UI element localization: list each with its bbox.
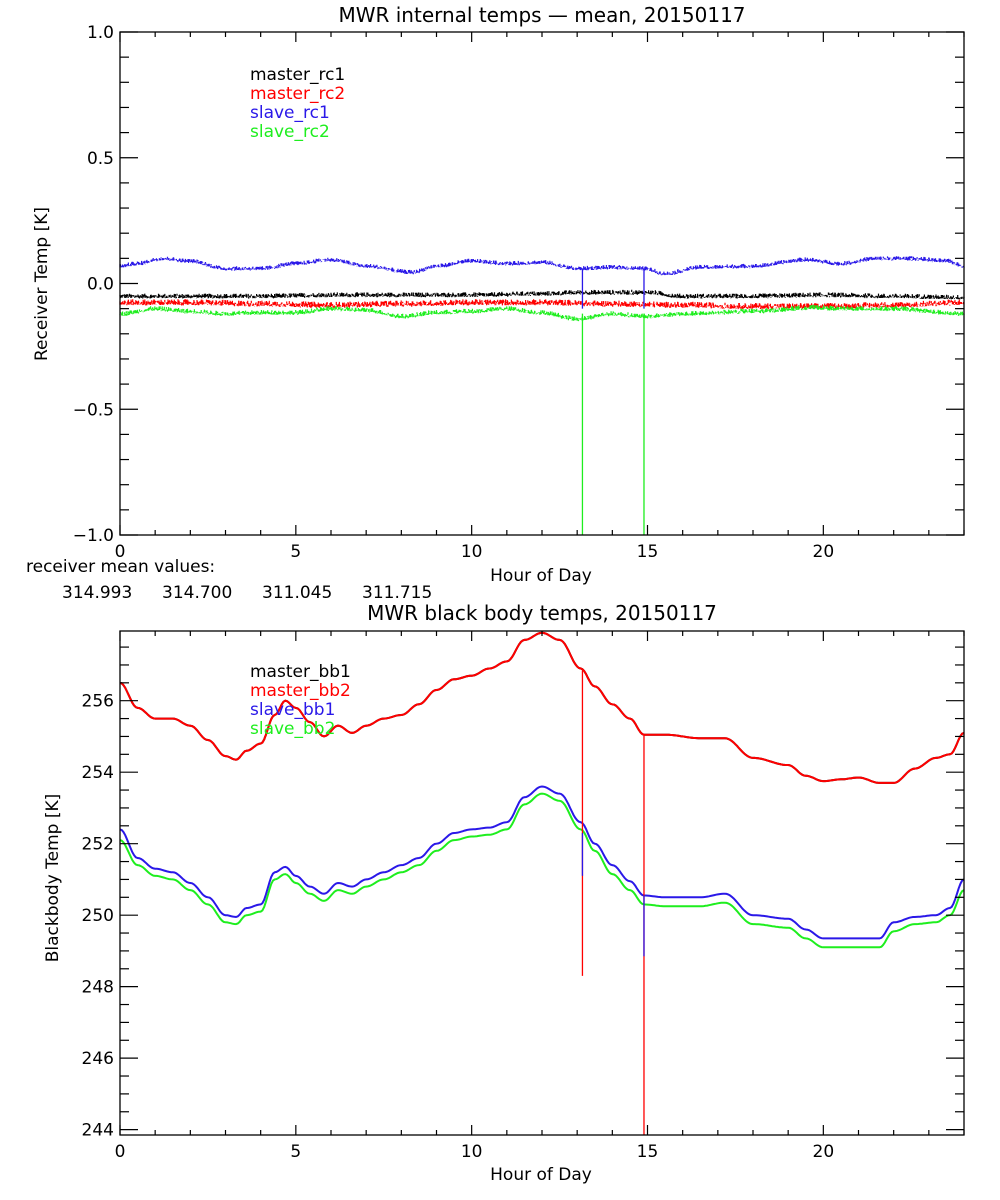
- y-tick-label: −1.0: [73, 526, 114, 546]
- spike-lines: [581, 670, 645, 1135]
- y-tick-label: 0.0: [87, 275, 114, 295]
- x-tick-label: 10: [461, 542, 483, 562]
- x-tick-label: 5: [290, 1142, 301, 1162]
- receiver-mean-label: receiver mean values:: [26, 557, 215, 577]
- x-tick-label: 20: [813, 1142, 835, 1162]
- y-tick-label: 252: [82, 835, 114, 855]
- spike-lines: [581, 268, 645, 535]
- y-tick-label: 254: [82, 763, 114, 783]
- series-line-slave_rc2: [119, 305, 965, 322]
- legend: master_bb1 master_bb2 slave_bb1 slave_bb…: [250, 662, 351, 739]
- series-line-slave_bb1: [119, 785, 965, 940]
- y-tick-label: 1.0: [87, 23, 114, 43]
- series-line-master_bb2: [119, 631, 965, 784]
- x-tick-label: 10: [461, 1142, 483, 1162]
- legend-entry: slave_rc2: [250, 122, 330, 142]
- x-axis-label: Hour of Day: [490, 566, 592, 586]
- legend-entry: master_bb2: [250, 681, 351, 701]
- legend-entry: master_rc2: [250, 84, 345, 104]
- y-tick-label: 250: [82, 906, 114, 926]
- y-tick-label: 248: [82, 978, 114, 998]
- legend-entry: slave_rc1: [250, 103, 330, 123]
- chart-title: MWR black body temps, 20150117: [367, 601, 717, 625]
- x-tick-label: 0: [115, 542, 126, 562]
- series-line-master_bb1: [119, 631, 965, 784]
- legend-entry: master_bb1: [250, 662, 351, 682]
- axes: 0 5 10 15 20 244 246 248 250 252 254 256: [82, 630, 965, 1162]
- series-line-slave_bb2: [119, 792, 965, 949]
- x-tick-label: 0: [115, 1142, 126, 1162]
- legend-entry: master_rc1: [250, 65, 345, 85]
- receiver-mean-value: 314.993: [62, 583, 132, 603]
- chart-title: MWR internal temps — mean, 20150117: [338, 3, 745, 27]
- x-tick-label: 15: [637, 542, 659, 562]
- receiver-mean-value: 311.045: [262, 583, 332, 603]
- x-tick-label: 15: [637, 1142, 659, 1162]
- y-tick-label: 0.5: [87, 149, 114, 169]
- series-line-master_rc1: [119, 289, 965, 300]
- series-lines: [119, 256, 965, 322]
- x-tick-label: 20: [813, 542, 835, 562]
- y-axis-label: Receiver Temp [K]: [32, 207, 52, 361]
- y-tick-label: −0.5: [73, 400, 114, 420]
- series-lines: [119, 631, 965, 949]
- receiver-mean-value: 311.715: [362, 583, 432, 603]
- x-tick-label: 5: [290, 542, 301, 562]
- y-tick-label: 244: [82, 1121, 114, 1141]
- blackbody-temp-chart: MWR black body temps, 20150117 0 5 10 15 20 2…: [43, 601, 965, 1185]
- plot-frame: [119, 31, 965, 536]
- receiver-mean-values: receiver mean values: 314.993 314.700 31…: [26, 557, 432, 603]
- series-line-slave_rc1: [119, 256, 965, 276]
- plot-frame: [119, 630, 965, 1136]
- legend: master_rc1 master_rc2 slave_rc1 slave_rc…: [250, 65, 345, 142]
- axes: 0 5 10 15 20 −1.0 −0.5 0.0 0.5 1.0: [73, 23, 965, 562]
- receiver-temp-chart: MWR internal temps — mean, 20150117 0 5 10…: [32, 3, 965, 586]
- legend-entry: slave_bb2: [250, 719, 335, 739]
- receiver-mean-value: 314.700: [162, 583, 232, 603]
- y-tick-label: 246: [82, 1049, 114, 1069]
- y-tick-label: 256: [82, 692, 114, 712]
- x-axis-label: Hour of Day: [490, 1165, 592, 1185]
- legend-entry: slave_bb1: [250, 700, 335, 720]
- y-axis-label: Blackbody Temp [K]: [43, 794, 63, 963]
